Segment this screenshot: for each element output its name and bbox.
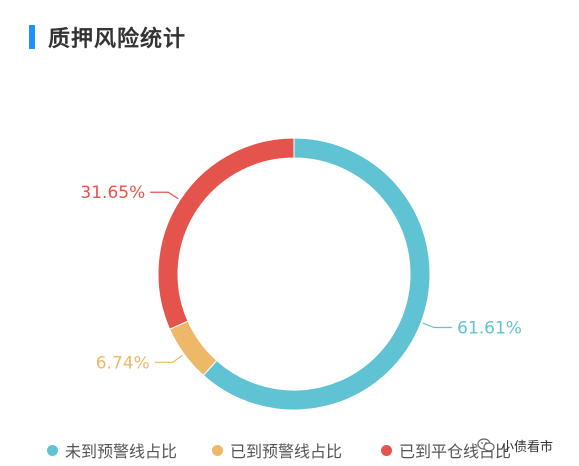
data-label-2: 31.65% bbox=[80, 183, 145, 203]
leader-line-2 bbox=[150, 191, 179, 200]
legend-swatch bbox=[47, 444, 58, 456]
chart-header: 质押风险统计 bbox=[0, 0, 579, 70]
legend-item-warning[interactable]: 已到预警线占比 bbox=[212, 440, 343, 461]
chart-title: 质押风险统计 bbox=[48, 27, 187, 52]
donut-chart: 61.61% 6.74% 31.65% bbox=[80, 137, 522, 411]
legend-item-liquidation[interactable]: 已到平仓线占比 bbox=[381, 440, 512, 461]
legend-label: 未到预警线占比 bbox=[65, 442, 178, 461]
donut-slice-1[interactable] bbox=[169, 320, 218, 377]
wechat-icon bbox=[477, 438, 495, 452]
donut-slice-2[interactable] bbox=[157, 137, 295, 330]
chart-legend: 未到预警线占比 已到预警线占比 已到平仓线占比 bbox=[0, 430, 579, 466]
watermark-text: 小债看市 bbox=[501, 439, 554, 455]
title-accent-bar bbox=[29, 25, 35, 49]
legend-swatch bbox=[212, 444, 223, 456]
data-label-1: 6.74% bbox=[96, 353, 150, 373]
legend-swatch bbox=[381, 444, 392, 456]
legend-label: 已到平仓线占比 bbox=[399, 442, 512, 461]
leader-line-1 bbox=[154, 354, 183, 363]
watermark: 小债看市 bbox=[477, 432, 577, 458]
legend-label: 已到预警线占比 bbox=[230, 442, 343, 461]
donut-slice-0[interactable] bbox=[202, 137, 431, 411]
legend-item-not-warning[interactable]: 未到预警线占比 bbox=[47, 440, 178, 461]
data-label-0: 61.61% bbox=[457, 319, 522, 339]
leader-line-0 bbox=[422, 322, 453, 329]
